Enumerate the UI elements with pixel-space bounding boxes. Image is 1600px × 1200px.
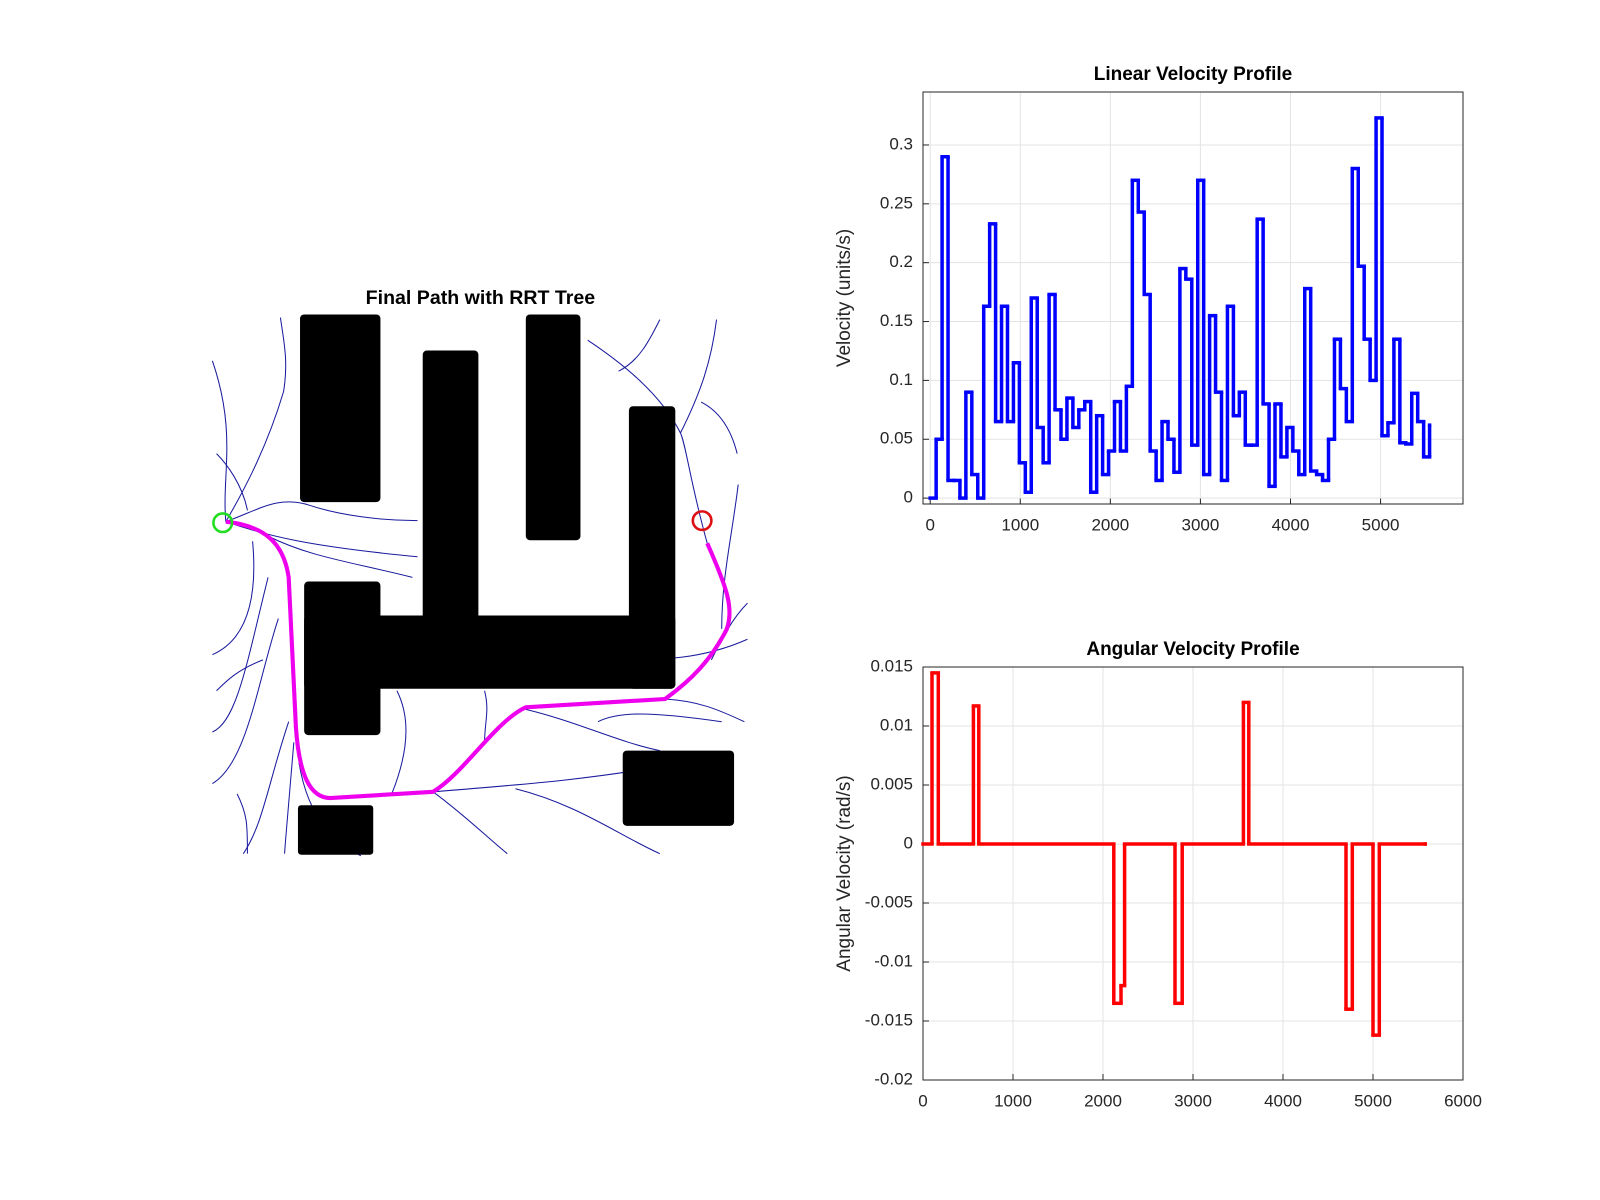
chart-title: Linear Velocity Profile [1094,64,1293,85]
chart-title: Angular Velocity Profile [1086,639,1299,660]
goal-marker [691,510,713,532]
y-axis-label: Angular Velocity (rad/s) [834,775,855,971]
y-tick-label: 0.05 [880,429,913,448]
y-tick-label: -0.02 [874,1069,913,1088]
y-tick-label: 0 [904,488,913,507]
rrt-tree [211,317,748,857]
x-tick-label: 0 [925,515,934,534]
y-tick-label: 0.25 [880,193,913,212]
map-panel: Final Path with RRT Tree [211,287,748,857]
obstacle [304,581,381,736]
obstacle [297,805,374,855]
y-tick-label: 0.1 [889,370,913,389]
y-tick-label: 0.15 [880,311,913,330]
obstacle [300,314,381,503]
x-tick-label: 1000 [994,1091,1032,1110]
y-tick-label: -0.015 [865,1010,913,1029]
x-tick-label: 5000 [1362,515,1400,534]
obstacle [304,615,676,689]
axes-box [922,666,1464,1081]
x-tick-label: 5000 [1354,1091,1392,1110]
y-axis-label: Velocity (units/s) [834,229,855,367]
y-tick-label: 0.01 [880,715,913,734]
y-tick-label: 0.2 [889,252,913,271]
y-tick-label: 0.015 [870,656,913,675]
x-tick-label: 1000 [1001,515,1039,534]
x-tick-label: 3000 [1182,515,1220,534]
x-tick-label: 6000 [1444,1091,1482,1110]
x-tick-label: 2000 [1091,515,1129,534]
y-tick-label: -0.005 [865,892,913,911]
obstacle [622,750,735,826]
obstacle [525,314,581,541]
x-tick-label: 2000 [1084,1091,1122,1110]
x-tick-label: 0 [918,1091,927,1110]
x-tick-label: 4000 [1264,1091,1302,1110]
y-tick-label: 0.3 [889,134,913,153]
x-tick-label: 4000 [1272,515,1310,534]
y-tick-label: -0.01 [874,951,913,970]
map-title: Final Path with RRT Tree [366,287,596,309]
x-tick-label: 3000 [1174,1091,1212,1110]
obstacle [422,350,479,624]
obstacles [297,314,735,855]
y-tick-label: 0.005 [870,774,913,793]
y-tick-label: 0 [904,833,913,852]
axes-box [922,91,1464,505]
final-path [225,519,732,801]
start-marker [212,512,234,534]
